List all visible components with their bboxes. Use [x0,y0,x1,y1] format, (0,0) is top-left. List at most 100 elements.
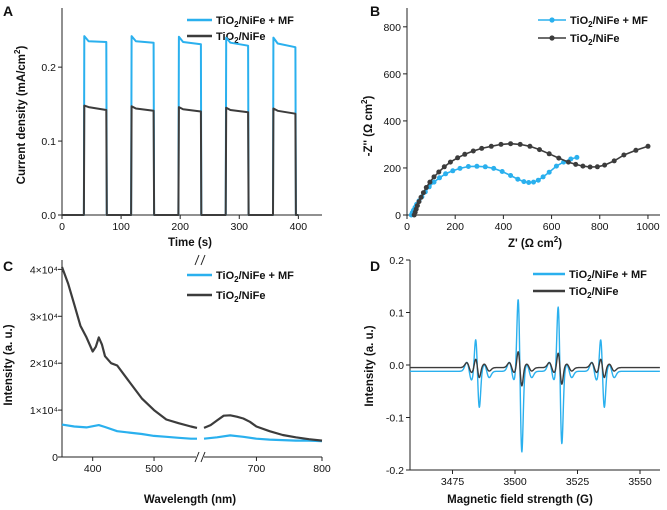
legend-d-label-base: TiO2/NiFe [569,286,619,300]
panel-b-series-0-point-19 [508,173,514,178]
panel-c-xtick-label-1: 500 [145,463,163,475]
panel-b-series-0-point-23 [531,179,536,185]
panel-c-ytick-label-4: 4×10⁴ [30,264,58,276]
panel-b-series-0-point-22 [526,180,532,185]
panel-b-series-1-point-30 [602,162,608,168]
panel-b-ytick-label-1: 200 [383,163,401,175]
panel-b-series-0-point-27 [553,163,559,169]
panel-b-series-1-point-32 [621,152,627,158]
panel-letter-c: C [3,258,13,274]
panel-d-plot: 3475 3500 3525 3550 -0.2 -0.1 0.0 0.1 0.2 [386,255,661,488]
legend-d: TiO2/NiFe + MF TiO2/NiFe [533,269,647,300]
panel-b-series-1-point-26 [573,161,579,167]
panel-c-xtick-label-3: 800 [313,463,331,475]
panel-a-ytick-label-1: 0.1 [41,136,56,148]
panel-b-xtick-label-0: 0 [404,221,410,233]
panel-b-series-1-point-27 [580,163,586,169]
panel-a-xtick-label-2: 200 [171,221,189,233]
panel-b-series-1-point-17 [488,143,494,149]
panel-b-series-1-point-5 [418,194,424,200]
panel-letter-b: B [370,3,380,19]
panel-b-series-0-point-9 [431,179,437,185]
panel-b-series-1-point-25 [565,159,571,165]
legend-b-label-mf: TiO2/NiFe + MF [570,15,648,29]
panel-c-ylabel: Intensity (a. u.) [3,324,15,405]
panel-c-ytick-label-0: 0 [52,452,58,464]
panel-b-series-1-point-10 [436,169,442,175]
panel-b-series-0-point-12 [450,168,456,174]
panel-d-ytick-label-1: -0.1 [386,413,404,425]
panel-c-series-1-left [60,266,198,429]
legend-c-label-mf: TiO2/NiFe + MF [216,270,294,284]
panel-a-xtick-label-0: 0 [59,221,65,233]
panel-letter-d: D [370,258,380,274]
panel-d-ylabel: Intensity (a. u.) [364,325,376,406]
panel-b-series-0-point-17 [491,165,497,171]
panel-b-xtick-label-3: 600 [543,221,561,233]
panel-d-ytick-label-3: 0.1 [389,308,404,320]
panel-c-series-0-left [61,423,197,440]
panel-b-series-0-point-30 [574,154,580,160]
panel-a-plot: 0 100 200 300 400 0.0 0.1 0.2 [41,8,322,233]
panel-a-series-0 [62,35,299,216]
panel-d-series-0 [409,299,661,453]
panel-b-series-1-point-13 [455,155,461,161]
panel-b-xtick-label-4: 800 [591,221,609,233]
legend-b-marker-mf [549,17,555,23]
panel-d-ytick-label-0: -0.2 [386,465,404,477]
legend-d-label-mf: TiO2/NiFe + MF [569,269,647,283]
panel-c-ytick-label-1: 1×10⁴ [30,405,58,417]
panel-c-break-mark-a-0 [194,451,200,463]
panel-c-xtick-label-2: 700 [248,463,266,475]
panel-d-ytick-label-2: 0.0 [389,360,404,372]
panel-b-series-1-point-24 [556,155,562,161]
panel-d-xtick-label-3: 3550 [628,476,652,488]
panel-letter-a: A [3,3,13,19]
panel-c-break-gap-1 [196,254,204,266]
panel-b-series-1-point-21 [527,143,533,149]
panel-b-series-1-point-6 [420,190,426,196]
panel-b-series-1-point-4 [416,199,422,205]
panel-b-series-1-point-11 [441,164,447,170]
panel-b-series-0-point-11 [443,171,449,177]
panel-b-ytick-label-2: 400 [383,116,401,128]
panel-a-ylabel: Current density (mA/cm2) [13,46,28,185]
panel-b-series-1-point-18 [498,141,504,147]
legend-a-label-base: TiO2/NiFe [216,31,266,45]
legend-c-label-base: TiO2/NiFe [216,290,266,304]
panel-b-series-1-point-19 [508,141,514,147]
panel-b-xtick-label-1: 200 [446,221,464,233]
panel-b-series-0-point-24 [535,177,541,183]
panel-b-series-1-point-16 [479,145,485,151]
panel-d-xtick-label-1: 3500 [503,476,527,488]
panel-b-ylabel: -Z'' (Ω cm2) [360,96,375,157]
panel-b-series-0-point-18 [499,169,505,174]
panel-c-break-mark-a-1 [194,254,200,266]
panel-b-series-1-point-34 [645,143,651,149]
panel-c-break-mark-b-1 [200,254,206,266]
panel-a-series-1 [62,104,299,216]
panel-c-series-1-right [203,414,323,442]
panel-b-xtick-label-2: 400 [495,221,513,233]
panel-c-xlabel: Wavelength (nm) [144,494,236,506]
panel-d-xlabel: Magnetic field strength (G) [447,494,593,506]
legend-c: TiO2/NiFe + MF TiO2/NiFe [187,270,294,304]
panel-b-series-1-point-28 [587,164,593,170]
legend-a: TiO2/NiFe + MF TiO2/NiFe [187,15,294,45]
panel-b-series-0-point-10 [437,175,442,181]
panel-d-xtick-label-0: 3475 [441,476,465,488]
panel-b-series-1-point-31 [611,158,617,164]
panel-c-xtick-label-0: 400 [84,463,102,475]
panel-b-series-1-point-14 [462,151,468,157]
legend-b-marker-base [549,35,555,41]
panel-c-break-mark-b-0 [200,451,206,463]
panel-b-xlabel: Z' (Ω cm2) [508,235,562,250]
panel-c-series-0-right [203,434,323,443]
panel-a-xtick-label-4: 400 [290,221,308,233]
panel-b-series-0-point-25 [540,174,546,180]
panel-b-series-1-point-8 [427,179,433,185]
panel-b-ytick-label-3: 600 [383,69,401,81]
panel-b-series-1-point-9 [431,174,437,180]
panel-b-series-1-point-7 [423,185,429,190]
